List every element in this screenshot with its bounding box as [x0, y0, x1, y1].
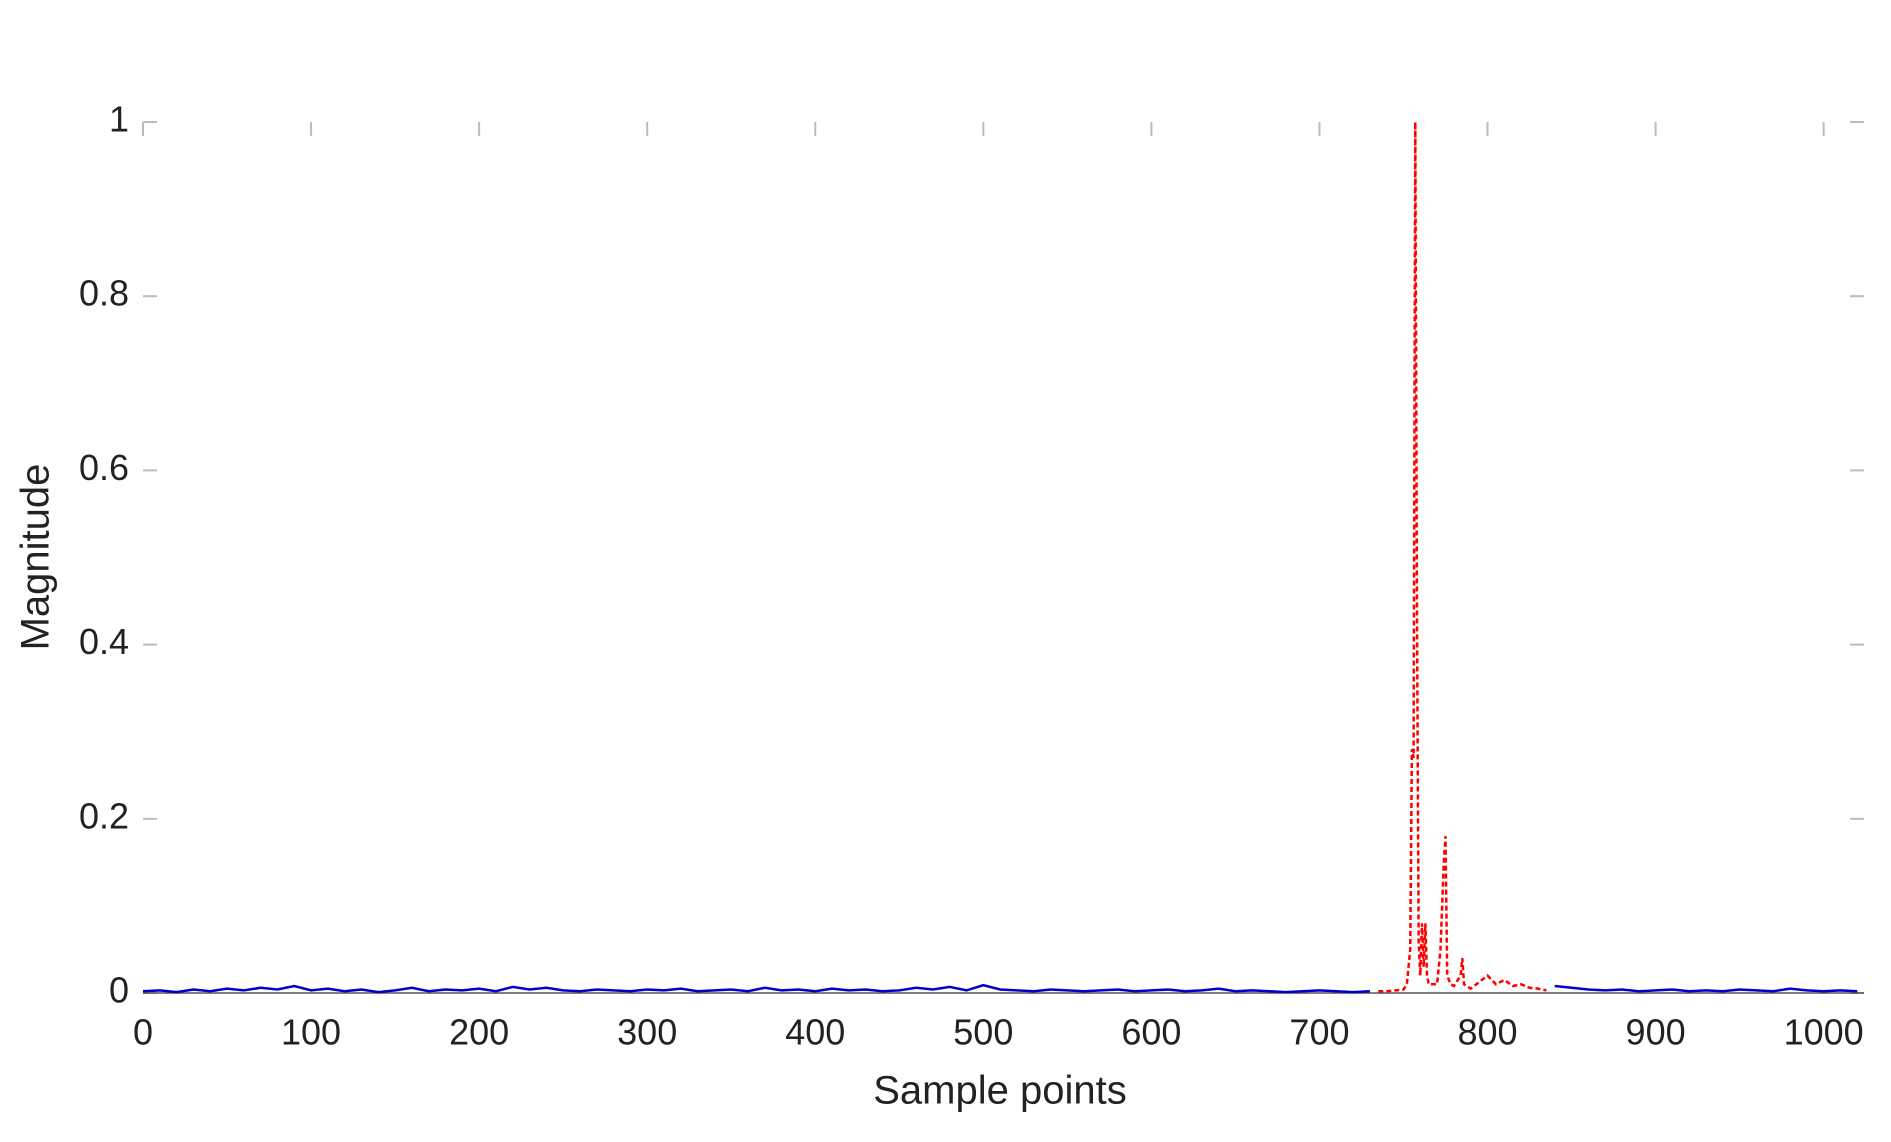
x-tick-label: 300	[617, 1012, 677, 1053]
y-tick-label: 0.6	[79, 447, 129, 488]
x-tick-label: 400	[785, 1012, 845, 1053]
x-tick-label: 500	[953, 1012, 1013, 1053]
y-axis-label: Magnitude	[14, 464, 58, 651]
series-line	[142, 983, 1858, 994]
x-axis-label: Sample points	[873, 1069, 1126, 1113]
series-line	[1378, 121, 1547, 993]
x-tick-label: 600	[1121, 1012, 1181, 1053]
y-tick-label: 0	[109, 970, 129, 1011]
x-tick-label: 1000	[1784, 1012, 1864, 1053]
x-tick-label: 700	[1289, 1012, 1349, 1053]
x-tick-label: 900	[1626, 1012, 1686, 1053]
y-tick-label: 0.8	[79, 273, 129, 314]
x-tick-label: 100	[281, 1012, 341, 1053]
x-tick-label: 200	[449, 1012, 509, 1053]
x-tick-label: 0	[133, 1012, 153, 1053]
y-tick-label: 0.2	[79, 795, 129, 836]
y-tick-label: 1	[109, 99, 129, 140]
x-tick-label: 800	[1457, 1012, 1517, 1053]
y-tick-label: 0.4	[79, 621, 129, 662]
